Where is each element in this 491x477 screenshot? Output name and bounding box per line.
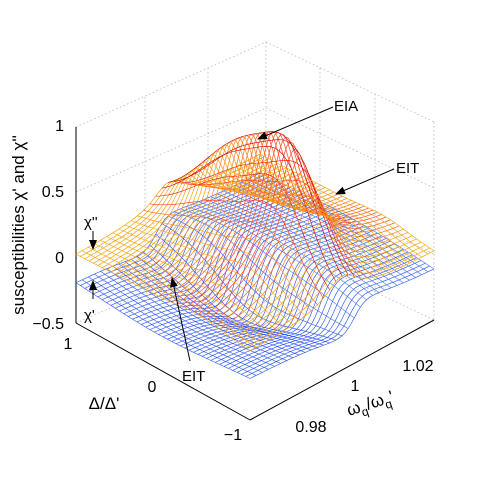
y-tick-label: −1 <box>224 427 242 444</box>
chi-prime-surface-mesh-line <box>106 268 281 364</box>
chi-prime-surface-mesh-line <box>81 279 257 376</box>
eit-arrow-lower <box>169 277 191 362</box>
chi-prime-surface-mesh-line <box>241 181 416 278</box>
chi-prime-surface-mesh-line <box>88 276 263 373</box>
chi-double-prime-surface-mesh-line <box>204 180 380 277</box>
z-tick-label: −0.5 <box>32 316 64 333</box>
chi-double-prime-surface-mesh-line <box>235 166 410 264</box>
z-tick-label: 0 <box>55 250 64 267</box>
chi-prime-label: χ' <box>84 307 95 324</box>
chi-double-prime-surface-mesh-line <box>118 228 294 325</box>
chi-prime-surface-mesh-line <box>94 273 269 370</box>
eit-label-right: EIT <box>396 160 419 177</box>
chi-double-prime-surface-mesh-line <box>75 253 251 351</box>
x-axis-label-den-sub: q <box>383 396 394 411</box>
chi-prime-surface-mesh-line <box>167 215 343 337</box>
x-axis-label-den: /ω <box>363 390 386 414</box>
chi-double-prime-surface-mesh-line <box>210 177 386 275</box>
chi-double-prime-surface-mesh-line <box>143 210 318 305</box>
chi-double-prime-surface-mesh-line <box>216 175 392 272</box>
chi-double-prime-label: χ'' <box>84 214 98 231</box>
y-axis-label: Δ/Δ' <box>89 394 120 413</box>
chi-prime-surface-mesh-line <box>198 201 373 296</box>
surfaces <box>75 131 435 379</box>
chi-prime-surface-mesh-line <box>210 196 386 291</box>
chi-prime-surface-mesh-line <box>137 256 312 351</box>
eia-label: EIA <box>334 98 358 115</box>
chi-prime-surface-mesh-line <box>118 263 294 358</box>
z-axis-label: susceptibilities χ' and χ'' <box>9 135 28 315</box>
eit-arrow-right <box>335 168 395 195</box>
chi-double-prime-surface-mesh-line <box>223 172 398 270</box>
chi-prime-surface-mesh-line <box>124 261 300 356</box>
chi-double-prime-surface-mesh-line <box>259 153 435 251</box>
chi-double-prime-surface-mesh-line <box>198 182 373 278</box>
x-axis-label-sub: q <box>360 404 371 419</box>
z-tick-label: 1 <box>55 118 64 135</box>
chi-double-prime-surface-mesh-line <box>88 247 263 344</box>
chi-prime-surface-mesh-line <box>100 271 275 367</box>
chi-double-prime-surface-mesh-line <box>186 179 361 279</box>
chi-double-prime-surface-mesh-line <box>112 232 287 330</box>
x-axis-label: ωq/ωq' <box>344 387 397 424</box>
chi-double-prime-surface-mesh-line <box>180 159 355 277</box>
eit-label-lower: EIT <box>182 368 205 385</box>
chi-double-prime-surface-mesh-line <box>101 167 287 269</box>
chi-double-prime-surface-mesh-line <box>100 239 275 337</box>
z-tick-label: 0.5 <box>42 184 64 201</box>
chi-prime-surface-mesh-line <box>75 282 251 379</box>
x-tick-label: 1 <box>351 378 360 395</box>
x-axis-label-suffix: ' <box>387 387 396 406</box>
chi-double-prime-surface-mesh-line <box>155 173 330 290</box>
chi-double-prime-surface-mesh-line <box>167 131 343 276</box>
chi-double-prime-surface-mesh-line <box>253 157 429 255</box>
chi-double-prime-surface-mesh-line <box>192 183 367 279</box>
y-tick-label: 0 <box>148 379 157 396</box>
eia-arrow <box>257 106 334 140</box>
y-tick-label: 1 <box>64 336 73 353</box>
chi-prime-surface-mesh-line <box>131 258 306 353</box>
annotations: EIA EIT EIT χ'' χ' <box>84 98 419 385</box>
chi-double-prime-surface-mesh-line <box>229 169 404 267</box>
chi-double-prime-surface-mesh-line <box>124 224 300 321</box>
chi-double-prime-surface-mesh-line <box>241 163 416 261</box>
chi-double-prime-surface-mesh-line <box>149 199 324 299</box>
chi-double-prime-surface-mesh-line <box>94 243 269 341</box>
x-axis-label-main: ω <box>344 398 363 420</box>
chi-double-prime-surface <box>75 131 435 352</box>
x-tick-label: 1.02 <box>402 358 433 375</box>
axis-lines <box>75 127 435 421</box>
chi-prime-surface-mesh-line <box>186 206 361 308</box>
chi-double-prime-surface-mesh-line <box>241 244 426 346</box>
chi-double-prime-surface-mesh-line <box>106 236 281 333</box>
chi-prime-surface-mesh-line <box>192 203 367 301</box>
chi-double-prime-surface-mesh-line <box>174 139 349 275</box>
x-tick-label: 0.98 <box>295 419 326 436</box>
chi-double-prime-surface-mesh-line <box>247 160 422 258</box>
chi-prime-surface-mesh-line <box>173 211 349 329</box>
chi-double-prime-surface-mesh-line <box>81 250 257 348</box>
chi-prime-surface-mesh-line <box>161 223 336 341</box>
chi-double-prime-surface-mesh-line <box>131 220 306 317</box>
chi-double-prime-surface-mesh-line <box>137 215 312 311</box>
